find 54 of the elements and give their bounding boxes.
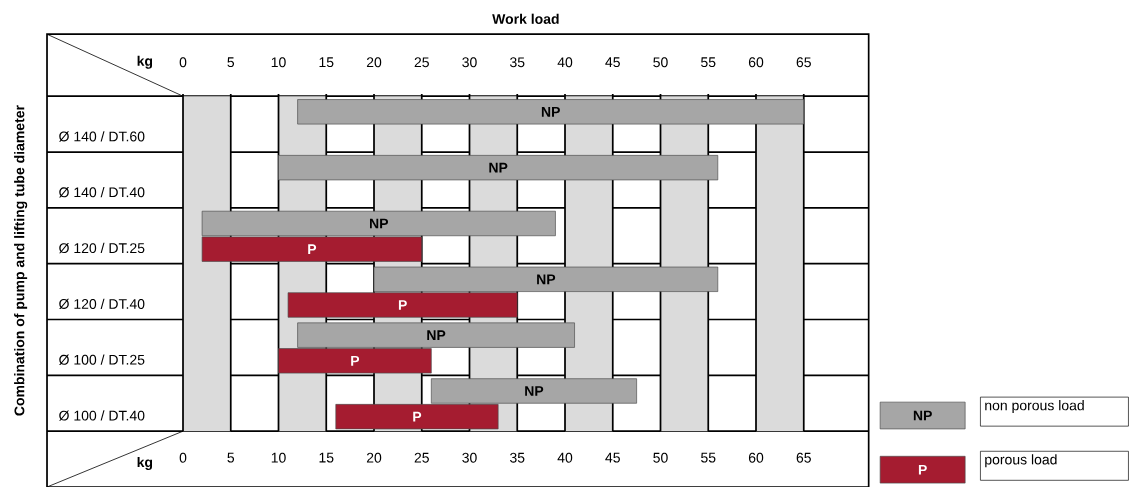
x2-tick-label: 15 [319, 57, 334, 68]
chart-title: Work load [492, 13, 559, 24]
data-label: P [413, 411, 422, 422]
x-tick-label: 50 [653, 452, 668, 463]
x2-tick-label: 0 [179, 57, 187, 68]
y-tick-label: Ø 120 / DT.25 [59, 242, 145, 254]
x-axis-title: kg [137, 456, 153, 471]
x-tick-label: 45 [605, 452, 620, 463]
x2-tick-label: 65 [796, 57, 811, 68]
x2-tick-label: 50 [653, 57, 668, 68]
data-label: NP [489, 162, 508, 173]
x-tick-label: 60 [748, 452, 764, 463]
x-tick-label: 15 [319, 452, 334, 463]
data-label: P [398, 300, 407, 310]
y-axis-title: Combination of pump and lifting tube diameter [14, 105, 28, 416]
bar [278, 155, 719, 181]
x-tick-label: 30 [462, 452, 477, 463]
x2-tick-label: 20 [366, 57, 382, 68]
x-tick-label: 5 [227, 452, 235, 463]
x2-tick-label: 30 [462, 57, 477, 68]
text: P [918, 464, 927, 475]
text: porous load [985, 454, 1057, 468]
data-label: NP [370, 218, 389, 229]
x-tick-label: 35 [509, 452, 525, 463]
bar [297, 99, 805, 125]
x2-tick-label: 55 [701, 57, 716, 68]
data-label: P [308, 244, 317, 254]
data-label: NP [525, 386, 544, 396]
text: NP [913, 410, 932, 421]
data-label: NP [537, 274, 556, 285]
x2-tick-label: 10 [271, 57, 286, 68]
text: non porous load [985, 400, 1084, 414]
x-tick-label: 65 [796, 452, 811, 463]
y-tick-label: Ø 140 / DT.60 [59, 131, 145, 142]
x2-tick-label: 45 [605, 57, 620, 68]
data-label: P [351, 356, 360, 366]
y-tick-label: Ø 100 / DT.25 [59, 354, 145, 365]
x2-axis-title: kg [137, 55, 153, 69]
x2-tick-label: 35 [509, 57, 525, 68]
x-tick-label: 40 [557, 452, 573, 463]
x-tick-label: 25 [414, 452, 429, 463]
x2-tick-label: 60 [748, 57, 764, 68]
x2-tick-label: 5 [227, 57, 235, 68]
x2-tick-label: 25 [414, 57, 429, 68]
data-label: NP [427, 330, 446, 340]
x2-tick-label: 40 [557, 57, 573, 68]
x-tick-label: 55 [701, 452, 716, 463]
data-label: NP [541, 107, 560, 117]
x-tick-label: 20 [366, 452, 382, 463]
y-tick-label: Ø 100 / DT.40 [59, 410, 145, 421]
x-tick-label: 0 [179, 452, 187, 463]
x-tick-label: 10 [271, 452, 286, 463]
y-tick-label: Ø 120 / DT.40 [59, 298, 145, 310]
y-tick-label: Ø 140 / DT.40 [59, 186, 145, 198]
